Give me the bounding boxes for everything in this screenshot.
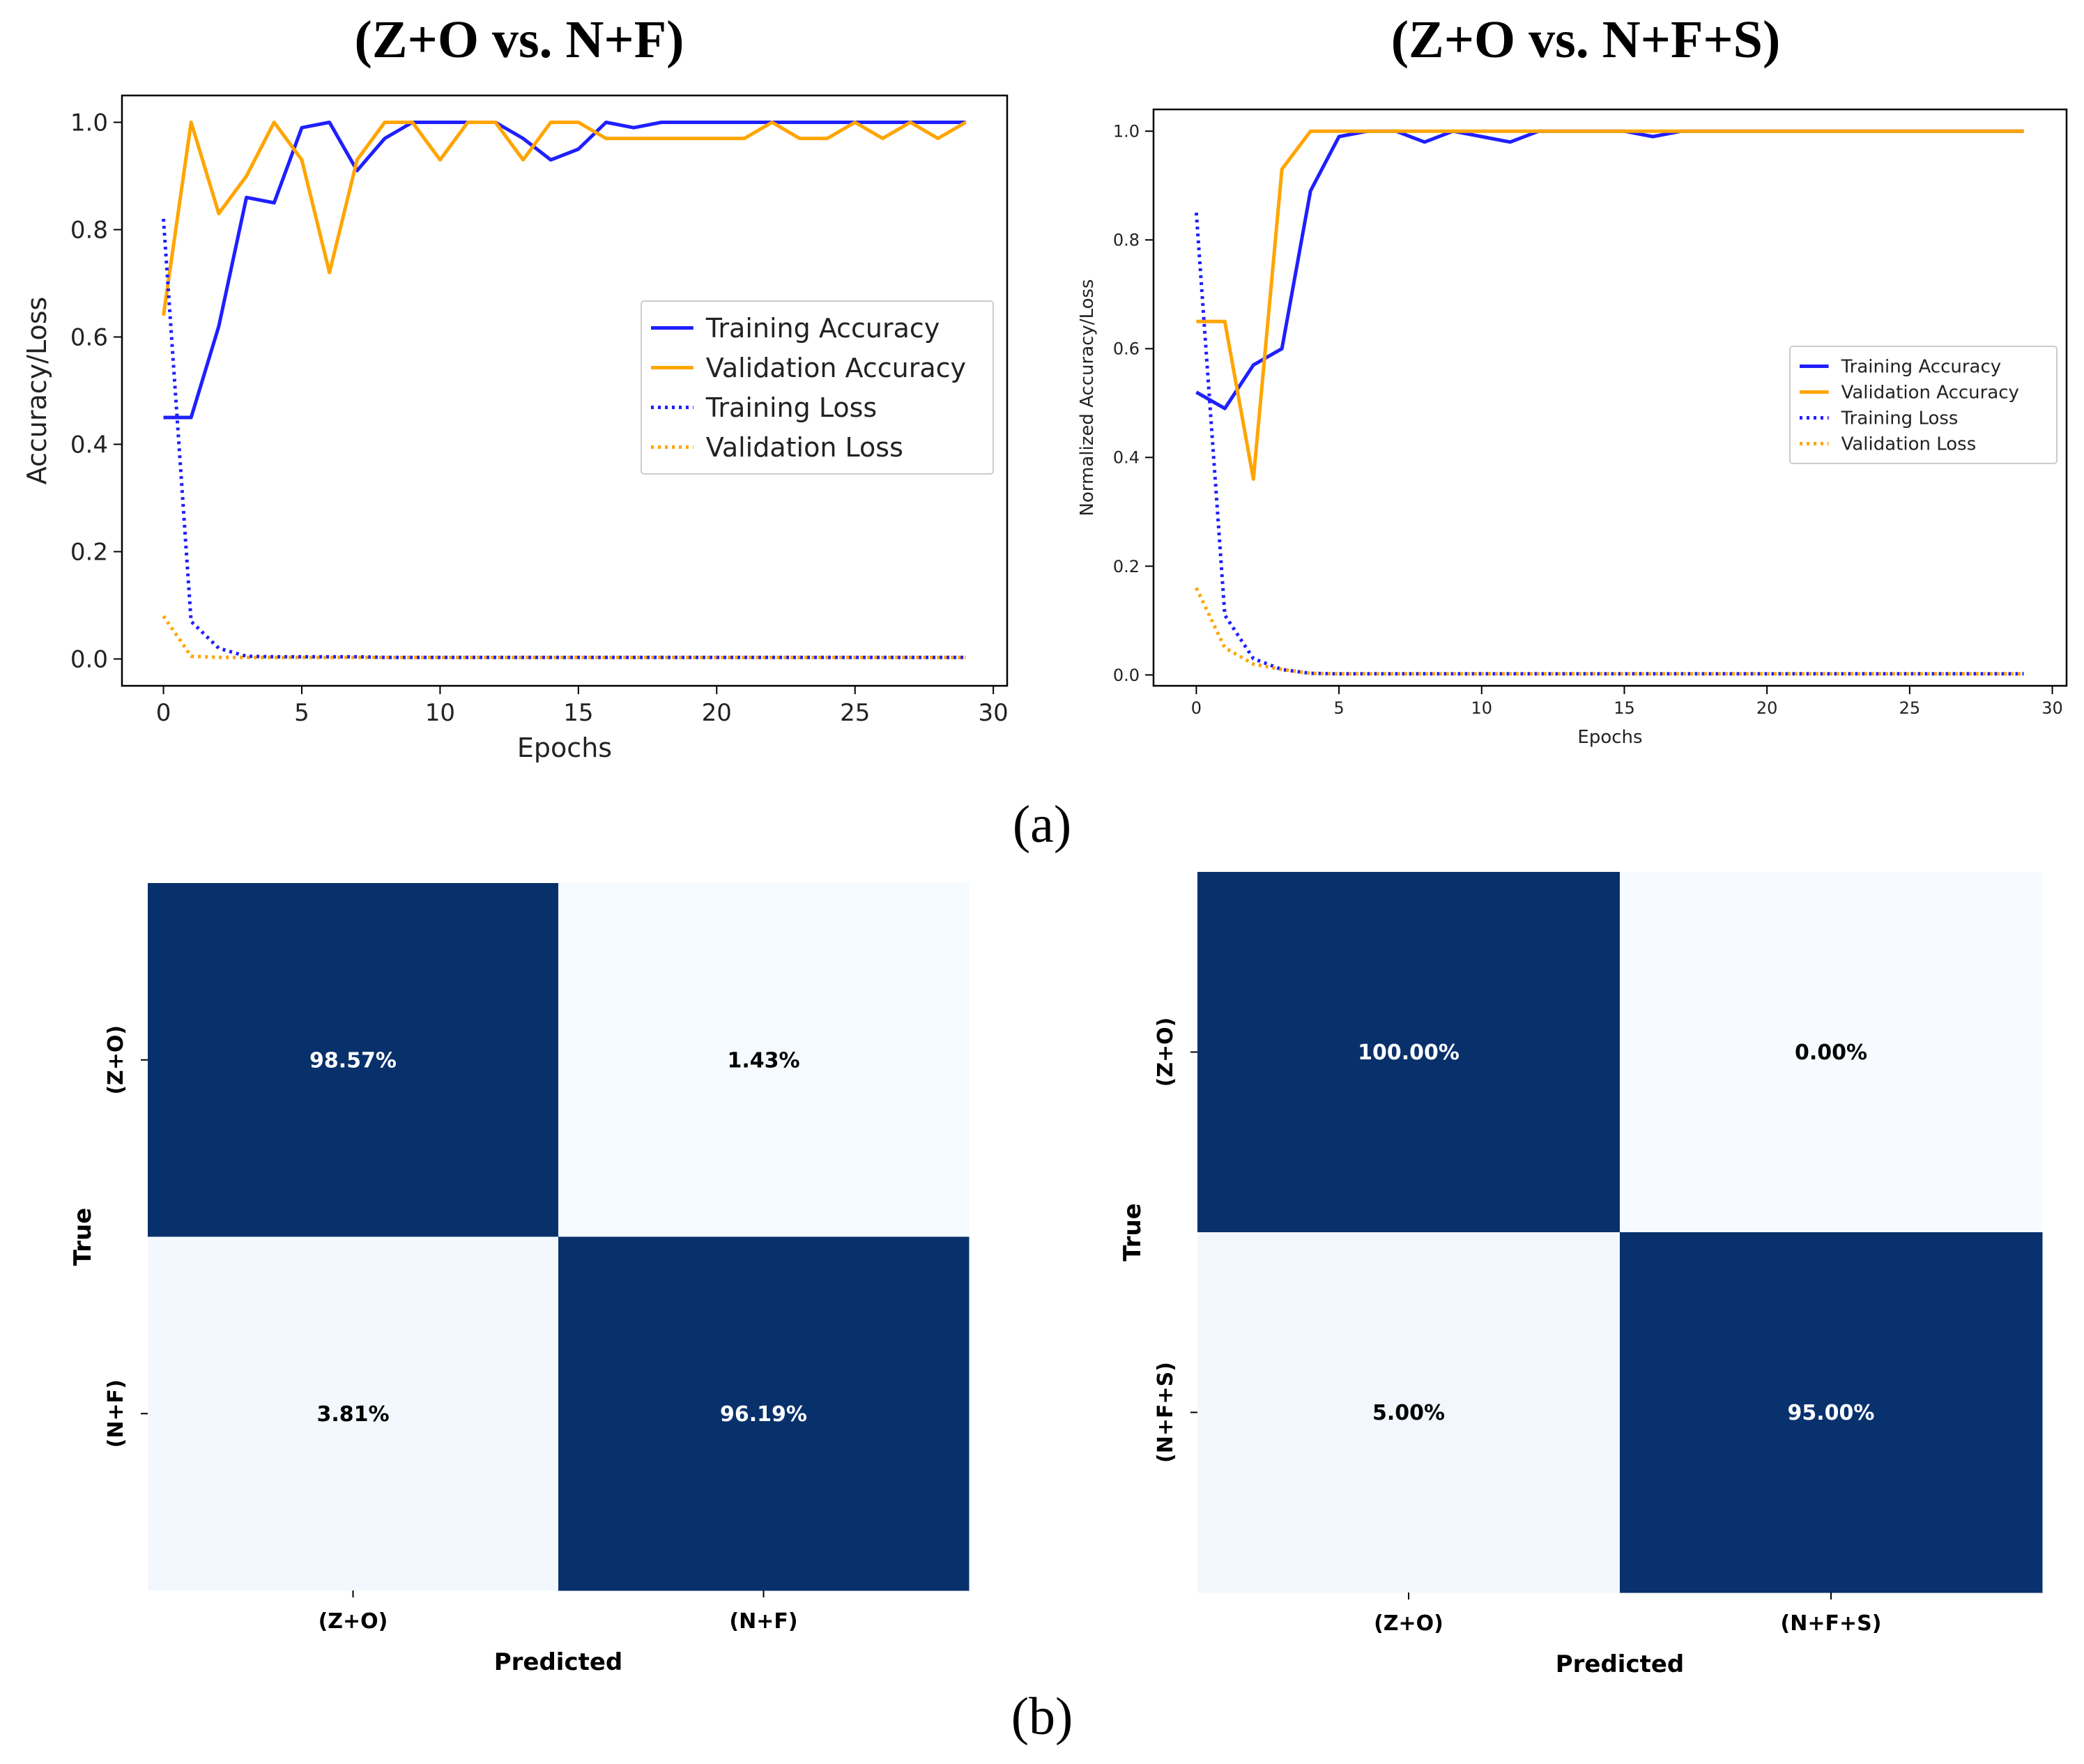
y-category-label: (Z+O): [104, 1025, 128, 1095]
y-tick-label: 0.8: [1113, 231, 1140, 250]
y-tick-label: 0.6: [70, 323, 108, 351]
cell-value-label: 1.43%: [727, 1048, 799, 1073]
panel-label-b: (b): [1011, 1687, 1073, 1746]
x-axis-label: Epochs: [517, 733, 612, 763]
right-curves-chart: 0 5 10 15 20 25 30 0.0 0.2 0.4 0.6 0.8 1.0 Epochs Norm…: [1077, 108, 2068, 748]
cell-value-label: 96.19%: [720, 1402, 807, 1427]
y-tick-label: 0.6: [1113, 339, 1140, 359]
legend-entry: Training Accuracy: [1841, 357, 2002, 378]
y-tick-label: 0.0: [1113, 666, 1140, 685]
y-tick-label: 0.4: [1113, 448, 1140, 468]
y-tick-label: 0.0: [70, 645, 108, 673]
left-cm-matrix: 98.57% 1.43% 3.81% 96.19% (Z+O) (N+F) (Z+O) (N+…: [69, 883, 970, 1676]
y-tick-label: 0.4: [70, 431, 108, 459]
y-axis-label: Normalized Accuracy/Loss: [1077, 279, 1098, 516]
legend: Training Accuracy Validation Accuracy Trai…: [641, 300, 994, 475]
series-line-validation-accuracy: [162, 121, 967, 316]
matrix-cell: [558, 883, 970, 1237]
x-category-label: (Z+O): [319, 1609, 388, 1634]
cell-value-label: 100.00%: [1358, 1041, 1459, 1065]
right-panel-title: (Z+O vs. N+F+S): [1390, 10, 1781, 69]
left-panel-title: (Z+O vs. N+F): [354, 10, 684, 69]
y-category-label: (Z+O): [1154, 1018, 1178, 1087]
x-tick-label: 20: [702, 699, 732, 727]
right-cm-matrix: 100.00% 0.00% 5.00% 95.00% (Z+O) (N+F+S) (Z+O)…: [1119, 872, 2043, 1678]
legend-entry: Validation Loss: [1841, 434, 1977, 455]
x-axis-label: Epochs: [1577, 727, 1642, 748]
x-tick-label: 0: [156, 699, 171, 727]
cell-value-label: 98.57%: [309, 1048, 397, 1073]
x-tick-label: 15: [1614, 698, 1635, 718]
matrix-cell: [1620, 872, 2043, 1233]
cell-value-label: 95.00%: [1788, 1401, 1875, 1425]
left-curves-chart: 0 5 10 15 20 25 30 0.0 0.2 0.4 0.6 0.8 1.0 Epochs Accu…: [22, 94, 1009, 763]
series-line-validation-accuracy: [1196, 129, 2024, 481]
x-tick-label: 5: [294, 699, 309, 727]
y-axis-label: Accuracy/Loss: [22, 297, 52, 485]
plot-frame: [1152, 108, 2068, 687]
x-category-label: (N+F): [729, 1609, 797, 1634]
y-axis-label: True: [1119, 1203, 1147, 1261]
y-tick-label: 0.8: [70, 216, 108, 244]
x-tick-label: 25: [840, 699, 870, 727]
legend-entry: Training Loss: [705, 392, 877, 423]
matrix-cell: [1197, 872, 1621, 1233]
cell-value-label: 5.00%: [1372, 1401, 1445, 1425]
x-tick-label: 30: [979, 699, 1009, 727]
legend-entry: Validation Accuracy: [1841, 383, 2019, 404]
legend: Training Accuracy Validation Accuracy Trai…: [1789, 346, 2058, 464]
series-line-training-accuracy: [163, 121, 966, 420]
matrix-cell: [148, 1236, 559, 1591]
x-category-label: (N+F+S): [1781, 1611, 1882, 1636]
y-tick-label: 0.2: [70, 538, 108, 566]
cell-value-label: 0.00%: [1795, 1041, 1867, 1065]
x-tick-label: 30: [2041, 698, 2063, 718]
series-line-validation-loss: [162, 615, 966, 659]
legend-entry: Training Loss: [1841, 408, 1959, 429]
legend-entry: Validation Accuracy: [706, 353, 966, 383]
series-line-training-loss: [1194, 213, 2024, 676]
cell-value-label: 3.81%: [316, 1402, 389, 1427]
x-tick-label: 15: [563, 699, 593, 727]
x-tick-label: 25: [1899, 698, 1921, 718]
series-line-validation-loss: [1195, 587, 2024, 676]
matrix-cell: [558, 1236, 970, 1591]
matrix-cell: [148, 883, 559, 1237]
y-tick-label: 0.2: [1113, 557, 1140, 576]
matrix-cell: [1197, 1232, 1621, 1593]
y-tick-label: 1.0: [70, 109, 108, 137]
x-tick-label: 0: [1191, 698, 1202, 718]
legend-entry: Validation Loss: [706, 432, 903, 463]
matrix-cell: [1620, 1232, 2043, 1593]
y-category-label: (N+F+S): [1154, 1362, 1178, 1463]
x-tick-label: 5: [1333, 698, 1344, 718]
x-tick-label: 10: [425, 699, 455, 727]
y-axis-label: True: [69, 1208, 97, 1266]
y-category-label: (N+F): [104, 1379, 128, 1448]
series-line-training-loss: [162, 218, 966, 659]
x-axis-label: Predicted: [494, 1648, 623, 1676]
x-category-label: (Z+O): [1374, 1611, 1443, 1636]
y-tick-label: 1.0: [1113, 122, 1140, 141]
legend-entry: Training Accuracy: [705, 313, 940, 344]
x-tick-label: 20: [1756, 698, 1778, 718]
panel-label-a: (a): [1012, 795, 1072, 854]
x-axis-label: Predicted: [1556, 1650, 1685, 1678]
legend-box: [1789, 346, 2058, 464]
legend-box: [641, 300, 994, 475]
x-tick-label: 10: [1471, 698, 1493, 718]
plot-frame: [121, 94, 1009, 687]
